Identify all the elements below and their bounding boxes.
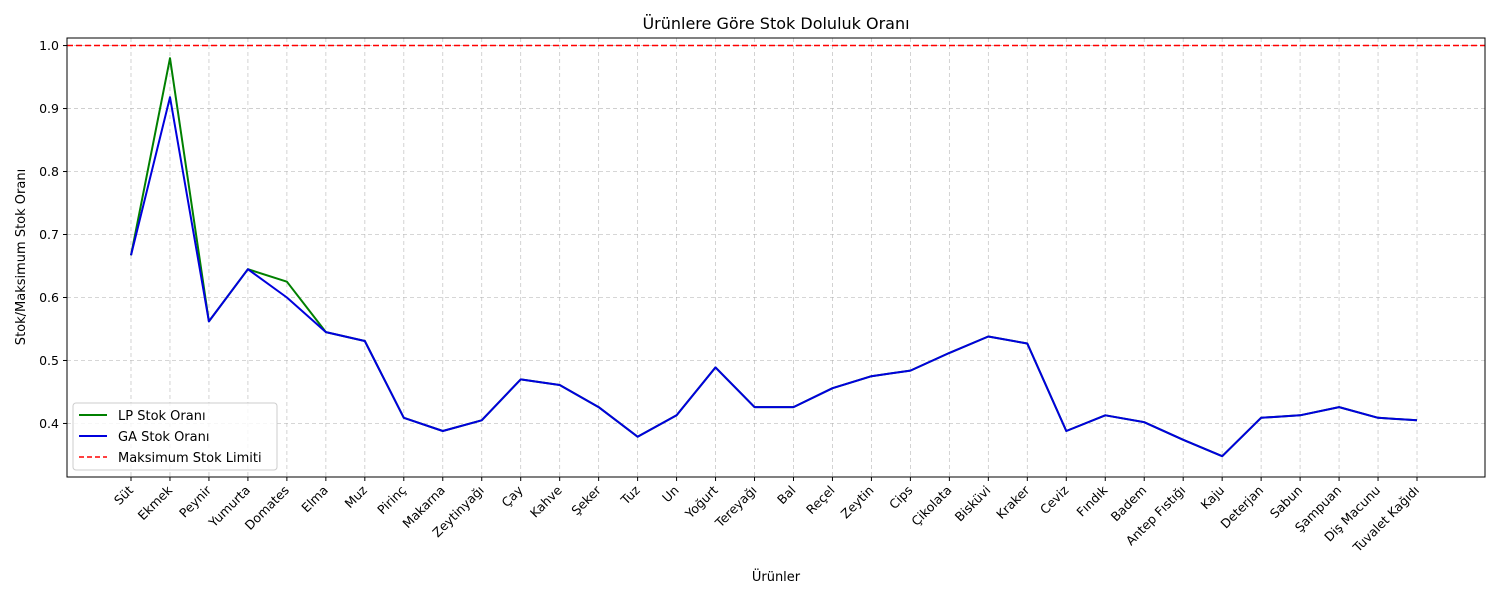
y-tick-label: 0.5 — [39, 353, 59, 368]
legend: LP Stok Oranı GA Stok Oranı Maksimum Sto… — [72, 402, 278, 471]
x-tick-label: Fındık — [1073, 482, 1110, 519]
x-tick-label: Elma — [298, 483, 331, 516]
legend-label-ga: GA Stok Oranı — [118, 430, 209, 445]
x-tick-label: Ceviz — [1037, 482, 1072, 517]
series-layer — [130, 57, 1418, 458]
x-tick-label: Reçel — [803, 483, 838, 518]
x-tick-label: Bal — [774, 483, 799, 508]
x-tick-label: Cips — [886, 483, 915, 512]
y-tick-label: 0.7 — [39, 227, 59, 242]
x-tick-label: Tuz — [617, 482, 643, 508]
x-axis-label: Ürünler — [752, 568, 801, 585]
x-tick-label: Süt — [111, 482, 136, 507]
y-tick-label: 0.9 — [39, 101, 59, 116]
chart-title: Ürünlere Göre Stok Doluluk Oranı — [642, 14, 909, 33]
legend-box — [72, 402, 278, 471]
x-tick-label: Zeytin — [838, 483, 877, 522]
y-tick-label: 0.4 — [39, 416, 59, 431]
y-axis-label: Stok/Maksimum Stok Oranı — [14, 169, 29, 345]
x-tick-label: Muz — [341, 482, 370, 511]
x-tick-label: Bisküvi — [952, 483, 994, 525]
x-tick-label: Kaju — [1198, 483, 1228, 513]
x-tick-label: Kraker — [993, 482, 1033, 522]
x-tick-label: Sabun — [1267, 483, 1305, 521]
x-tick-label: Deterjan — [1217, 483, 1266, 532]
x-tick-label: Kahve — [527, 482, 565, 520]
legend-label-max-limit: Maksimum Stok Limiti — [118, 451, 262, 466]
x-tick-label: Şeker — [568, 482, 604, 518]
grid — [67, 38, 1485, 477]
y-axis-ticks: 0.4 0.5 0.6 0.7 0.8 0.9 1.0 — [39, 38, 67, 431]
series-line-lp — [130, 57, 1418, 458]
x-tick-label: Tereyağı — [711, 483, 759, 531]
x-tick-label: Pirinç — [374, 482, 409, 517]
y-tick-label: 1.0 — [39, 38, 59, 53]
x-tick-label: Ekmek — [135, 482, 176, 523]
x-tick-label: Çay — [498, 482, 526, 510]
y-tick-label: 0.8 — [39, 164, 59, 179]
x-tick-label: Çikolata — [908, 483, 954, 529]
x-tick-label: Un — [659, 483, 682, 506]
y-tick-label: 0.6 — [39, 290, 59, 305]
x-tick-label: Tuvalet Kağıdı — [1349, 483, 1422, 556]
legend-label-lp: LP Stok Oranı — [118, 409, 206, 424]
series-line-ga — [130, 96, 1418, 458]
plot-frame — [66, 37, 1486, 478]
